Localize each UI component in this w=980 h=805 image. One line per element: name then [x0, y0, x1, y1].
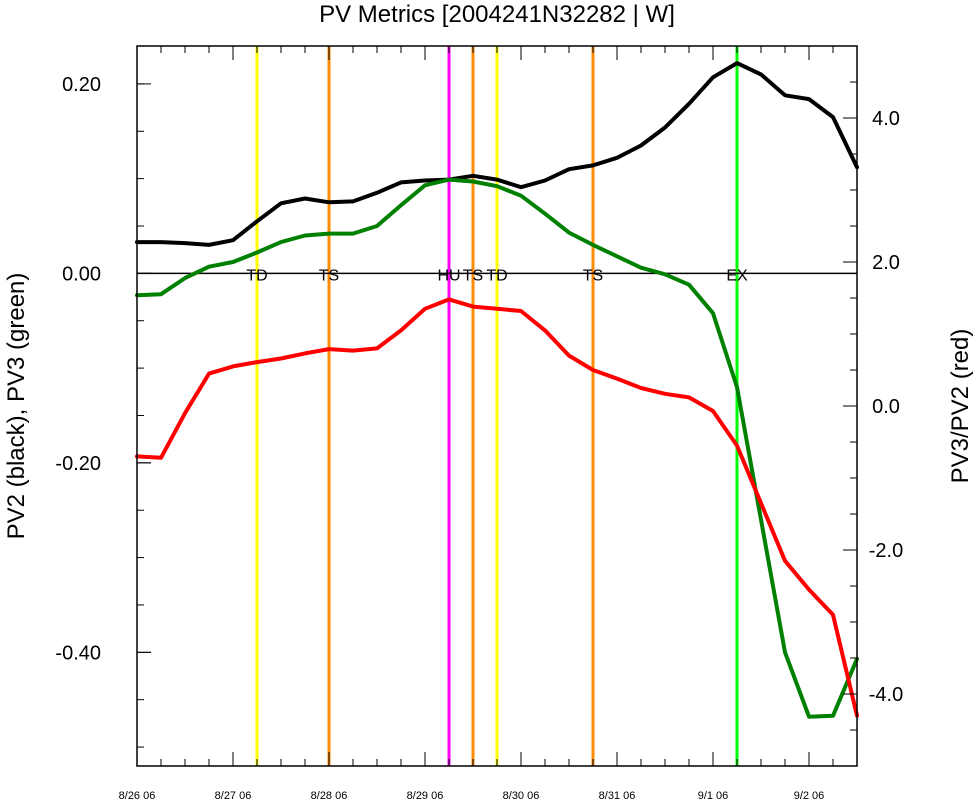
x-tick-label: 8/28 06	[311, 790, 348, 802]
x-tick-label: 9/2 06	[794, 790, 825, 802]
stage-label-ts-1: TS	[319, 267, 339, 284]
x-tick-label: 9/1 06	[698, 790, 729, 802]
stage-label-ts-3: TS	[463, 267, 483, 284]
right-y-tick-labels: 4.0 2.0 0.0 -2.0 -4.0	[869, 108, 903, 706]
y-axis-label-left: PV2 (black), PV3 (green)	[3, 273, 30, 540]
x-tick-label: 8/27 06	[215, 790, 252, 802]
stage-label-td-4: TD	[486, 267, 507, 284]
y-axis-label-right: PV3/PV2 (red)	[947, 329, 974, 484]
stage-label-ts-5: TS	[583, 267, 603, 284]
x-tick-labels: 8/26 06 8/27 06 8/28 06 8/29 06 8/30 06 8/31 …	[119, 790, 825, 802]
x-tick-label: 8/26 06	[119, 790, 156, 802]
x-tick-label: 8/29 06	[407, 790, 444, 802]
chart-title: PV Metrics [2004241N32282 | W]	[319, 1, 675, 28]
x-tick-label: 8/30 06	[503, 790, 540, 802]
y-tick-label-left: 0.00	[62, 263, 101, 285]
y-tick-label-left: -0.20	[55, 453, 101, 475]
left-y-tick-labels: 0.20 0.00 -0.20 -0.40	[55, 74, 101, 664]
y-tick-label-left: 0.20	[62, 74, 101, 96]
series-line-pv3	[135, 177, 859, 719]
series-line-pv2	[135, 61, 859, 247]
x-tick-label: 8/31 06	[599, 790, 636, 802]
y-tick-label-right: -4.0	[869, 684, 903, 706]
y-tick-label-right: -2.0	[869, 540, 903, 562]
stage-marker-lines	[255, 46, 739, 766]
stage-label-td-0: TD	[246, 267, 267, 284]
stage-label-ex-6: EX	[726, 267, 748, 284]
axis-ticks	[136, 46, 858, 766]
y-tick-label-right: 4.0	[872, 108, 900, 130]
stage-marker-labels: TD TS HU TS TD TS EX	[246, 267, 748, 284]
series-line-pv3-pv2	[135, 297, 859, 718]
y-tick-label-right: 0.0	[872, 396, 900, 418]
y-tick-label-right: 2.0	[872, 252, 900, 274]
y-tick-label-left: -0.40	[55, 642, 101, 664]
series-lines	[135, 61, 859, 719]
stage-label-hu-2: HU	[437, 267, 460, 284]
